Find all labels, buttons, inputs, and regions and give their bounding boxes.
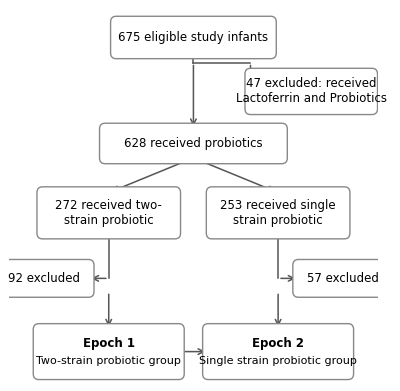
- Text: 675 eligible study infants: 675 eligible study infants: [118, 31, 268, 44]
- Text: 57 excluded: 57 excluded: [307, 272, 378, 285]
- Text: 272 received two-
strain probiotic: 272 received two- strain probiotic: [55, 199, 162, 227]
- FancyBboxPatch shape: [293, 260, 392, 297]
- FancyBboxPatch shape: [206, 187, 350, 239]
- FancyBboxPatch shape: [203, 324, 354, 380]
- FancyBboxPatch shape: [245, 68, 378, 115]
- Text: Two-strain probiotic group: Two-strain probiotic group: [36, 356, 181, 366]
- Text: Epoch 1: Epoch 1: [83, 337, 135, 350]
- Text: 92 excluded: 92 excluded: [8, 272, 80, 285]
- Text: 628 received probiotics: 628 received probiotics: [124, 137, 263, 150]
- FancyBboxPatch shape: [110, 16, 276, 59]
- Text: Epoch 2: Epoch 2: [252, 337, 304, 350]
- FancyBboxPatch shape: [100, 123, 287, 164]
- FancyBboxPatch shape: [0, 260, 94, 297]
- Text: Single strain probiotic group: Single strain probiotic group: [199, 356, 357, 366]
- Text: 47 excluded: received
Lactoferrin and Probiotics: 47 excluded: received Lactoferrin and Pr…: [236, 77, 387, 106]
- Text: 253 received single
strain probiotic: 253 received single strain probiotic: [220, 199, 336, 227]
- FancyBboxPatch shape: [37, 187, 180, 239]
- FancyBboxPatch shape: [33, 324, 184, 380]
